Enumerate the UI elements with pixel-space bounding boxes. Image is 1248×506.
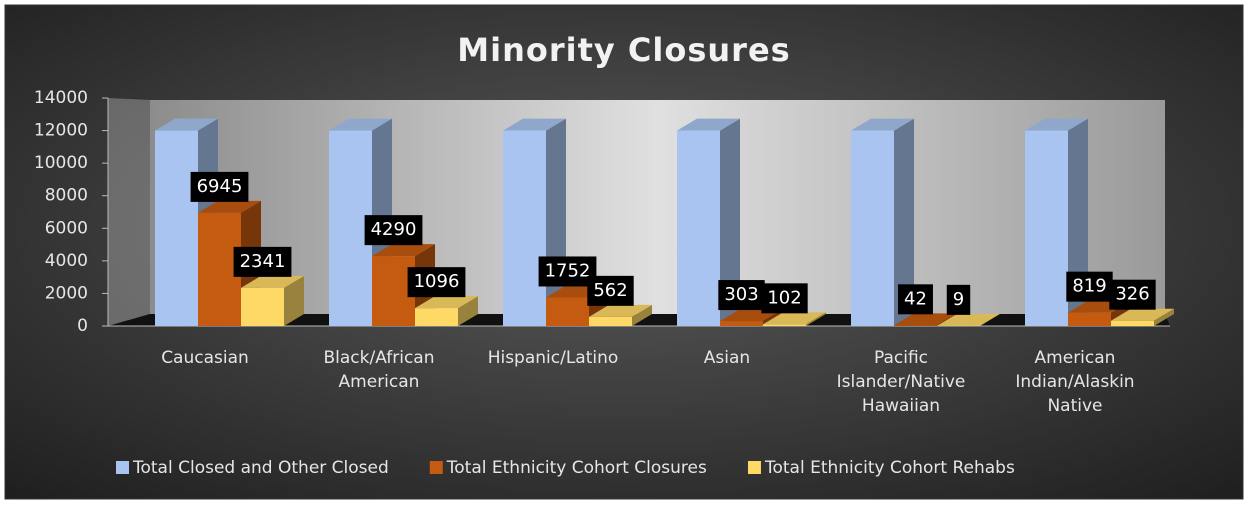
bar — [415, 308, 458, 326]
data-label-box — [407, 267, 466, 298]
x-tick-label: Caucasian — [161, 348, 249, 368]
bar — [851, 130, 894, 326]
bar-side — [806, 312, 826, 326]
data-label: 102 — [767, 287, 801, 308]
legend-swatch — [747, 461, 761, 474]
data-label-box — [1109, 279, 1156, 310]
data-label: 6945 — [197, 176, 243, 197]
bar-top — [894, 313, 957, 326]
data-label: 326 — [1115, 284, 1149, 305]
data-label: 1752 — [545, 260, 591, 281]
data-label-box — [946, 284, 971, 315]
bar — [763, 324, 806, 326]
bar-top — [677, 118, 740, 131]
bar-side — [980, 313, 1000, 326]
bar-top — [1111, 308, 1174, 321]
bar — [1068, 312, 1111, 326]
bar-side — [1154, 308, 1174, 326]
bar — [720, 321, 763, 326]
bar — [546, 297, 589, 326]
data-label: 819 — [1072, 276, 1106, 297]
bar — [155, 130, 198, 326]
bar-top — [198, 200, 261, 213]
bar-side — [720, 118, 740, 326]
bar-top — [851, 118, 914, 131]
bar — [1111, 320, 1154, 326]
data-label: 303 — [724, 284, 758, 305]
data-label-box — [898, 284, 933, 315]
bar-side — [284, 275, 304, 326]
data-label: 9 — [953, 289, 964, 310]
y-tick-label: 14000 — [34, 88, 88, 108]
y-tick-label: 12000 — [34, 121, 88, 141]
bar-top — [503, 118, 566, 131]
data-label-box — [587, 275, 634, 306]
data-label-box — [190, 171, 249, 202]
bar — [677, 130, 720, 326]
y-tick-label: 4000 — [45, 251, 88, 271]
data-label-box — [538, 256, 597, 287]
y-tick-label: 10000 — [34, 153, 88, 173]
bar-top — [329, 118, 392, 131]
x-tick-label: Asian — [703, 348, 751, 368]
bar-top — [155, 118, 218, 131]
bar-top — [937, 313, 1000, 326]
legend-swatch — [429, 461, 443, 474]
bar-top — [763, 312, 826, 325]
legend-label: Total Ethnicity Cohort Closures — [446, 458, 707, 478]
y-tick-label: 2000 — [45, 283, 88, 303]
bar — [894, 325, 937, 326]
data-label-box — [1066, 271, 1113, 302]
data-label: 1096 — [414, 271, 460, 292]
bar — [1025, 130, 1068, 326]
bar-side — [632, 304, 652, 326]
x-tick-label: Black/African American — [323, 348, 435, 392]
chart-title: Minority Closures — [457, 31, 790, 69]
data-label: 2341 — [240, 251, 286, 272]
legend-swatch — [116, 461, 129, 474]
data-label-box — [718, 280, 765, 311]
y-tick-label: 6000 — [45, 218, 88, 238]
legend-label: Total Closed and Other Closed — [132, 458, 389, 478]
bar — [241, 287, 284, 326]
y-tick-label: 0 — [77, 316, 88, 336]
data-label: 42 — [904, 288, 927, 309]
bar-top — [372, 244, 435, 257]
x-tick-label: Pacific Islander/Native Hawaiian — [836, 348, 966, 416]
bar-top — [1025, 118, 1088, 131]
y-tick-label: 8000 — [45, 186, 88, 206]
x-tick-label: American Indian/Alaskin Native — [1015, 348, 1135, 416]
bar-top — [589, 304, 652, 317]
bar-top — [241, 275, 304, 288]
x-tick-label: Hispanic/Latino — [487, 348, 619, 368]
legend-label: Total Ethnicity Cohort Rehabs — [764, 458, 1015, 478]
bar-side — [894, 118, 914, 326]
bar-side — [458, 296, 478, 326]
data-label: 4290 — [371, 219, 417, 240]
bar — [503, 130, 546, 326]
data-label-box — [233, 246, 292, 277]
bar-top — [415, 296, 478, 309]
data-label-box — [761, 283, 808, 314]
bar — [589, 316, 632, 326]
data-label: 562 — [593, 280, 627, 301]
bar-side — [937, 313, 957, 326]
side-wall — [108, 98, 150, 326]
data-label-box — [364, 215, 423, 246]
